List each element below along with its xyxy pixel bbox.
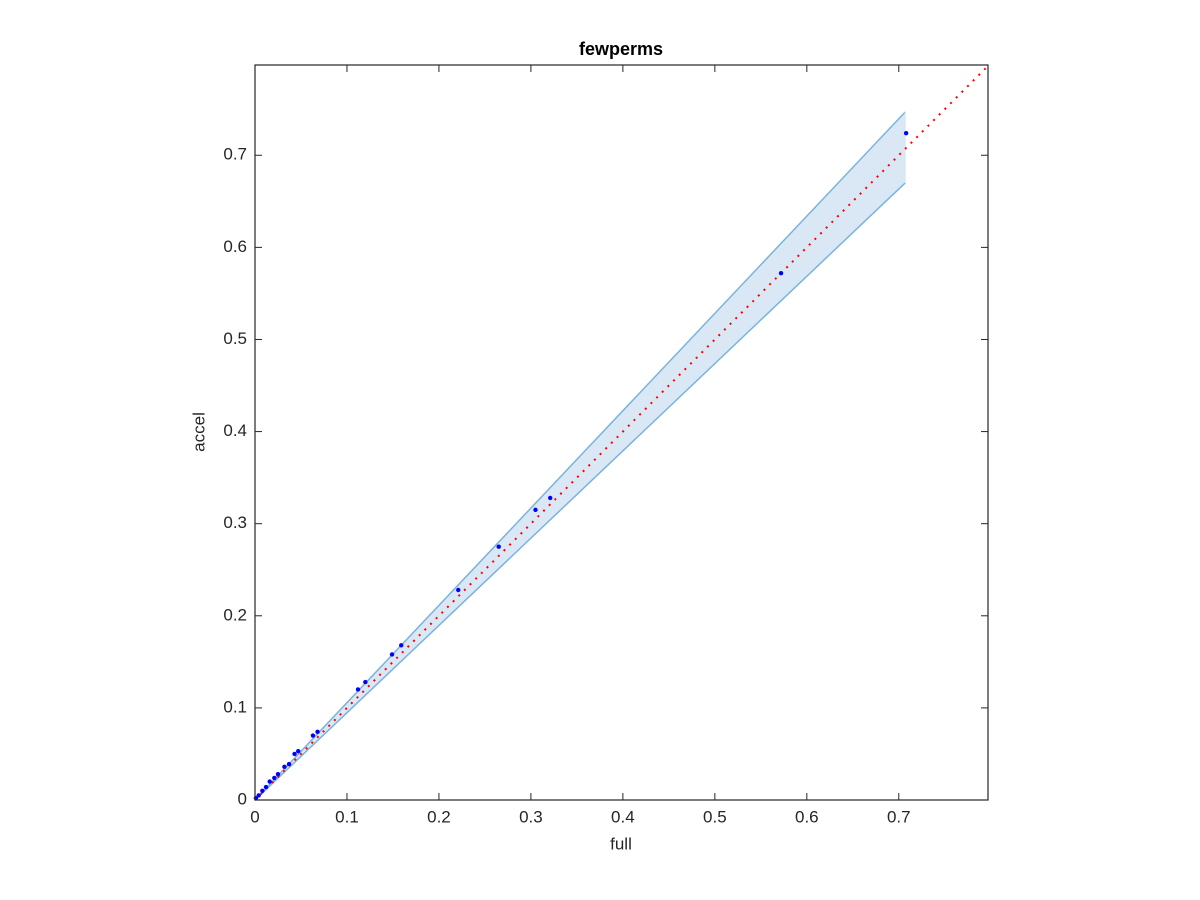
data-point — [267, 779, 272, 784]
data-point — [778, 270, 784, 276]
data-point — [389, 652, 395, 657]
data-point — [292, 751, 297, 757]
data-point — [275, 772, 281, 777]
axes-box — [254, 64, 989, 801]
y-tick-label: 0 — [238, 789, 247, 808]
data-point — [355, 687, 361, 692]
x-tick-label: 0.7 — [887, 807, 911, 826]
data-point — [496, 544, 501, 549]
x-tick-label: 0.2 — [427, 807, 451, 826]
x-tick-label: 0.1 — [335, 807, 359, 826]
data-point — [903, 130, 909, 136]
y-tick-label: 0.4 — [223, 421, 247, 440]
y-tick-label: 0.2 — [223, 605, 247, 624]
data-point — [286, 761, 292, 767]
data-point — [256, 793, 261, 798]
data-point — [260, 788, 265, 793]
data-point — [533, 507, 538, 513]
data-point — [456, 587, 461, 593]
y-tick-label: 0.5 — [223, 329, 247, 348]
data-point — [296, 748, 301, 754]
y-axis-label: accel — [189, 412, 208, 452]
reference-line — [254, 65, 989, 801]
band-lower — [254, 182, 906, 801]
x-tick-label: 0.6 — [795, 807, 819, 826]
x-tick-label: 0.5 — [703, 807, 727, 826]
data-point — [548, 495, 553, 501]
data-point — [399, 643, 404, 648]
data-point — [272, 775, 277, 781]
x-tick-label: 0.3 — [519, 807, 543, 826]
data-point — [363, 679, 368, 685]
y-tick-label: 0.7 — [223, 145, 247, 164]
data-point — [282, 764, 287, 770]
chart-title: fewperms — [579, 39, 663, 59]
data-point — [315, 729, 320, 735]
x-tick-label: 0.4 — [611, 807, 635, 826]
data-point — [263, 784, 269, 790]
data-point — [310, 733, 316, 738]
y-tick-label: 0.3 — [223, 513, 247, 532]
band-upper — [254, 111, 906, 801]
x-tick-label: 0 — [250, 807, 259, 826]
y-tick-label: 0.1 — [223, 697, 247, 716]
x-axis-label: full — [610, 834, 632, 853]
y-tick-label: 0.6 — [223, 237, 247, 256]
